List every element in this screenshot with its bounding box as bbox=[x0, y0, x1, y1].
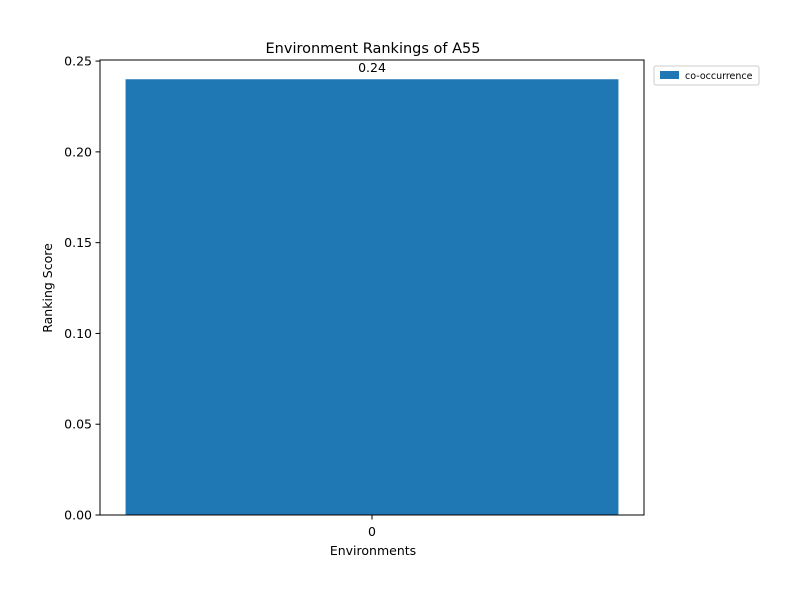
legend-swatch-co-occurrence bbox=[660, 71, 679, 79]
y-tick-label-0: 0.00 bbox=[64, 508, 92, 523]
data-label-0: 0.24 bbox=[358, 60, 386, 75]
bars-layer bbox=[125, 79, 619, 515]
data-labels: 0.24 bbox=[358, 60, 386, 75]
y-tick-label-5: 0.25 bbox=[64, 54, 92, 69]
chart-title: Environment Rankings of A55 bbox=[266, 41, 481, 57]
x-tick-label-0: 0 bbox=[368, 524, 376, 539]
y-tick-label-3: 0.15 bbox=[64, 235, 92, 250]
legend: co-occurrence bbox=[653, 65, 760, 86]
legend-frame bbox=[653, 65, 760, 86]
x-axis-label: Environments bbox=[330, 543, 416, 558]
y-axis-label: Ranking Score bbox=[40, 243, 55, 333]
bar-0 bbox=[125, 79, 619, 515]
y-axis: 0.00 0.05 0.10 0.15 0.20 0.25 bbox=[64, 54, 100, 523]
x-axis: 0 bbox=[368, 515, 376, 539]
y-tick-label-1: 0.05 bbox=[64, 417, 92, 432]
legend-label-co-occurrence: co-occurrence bbox=[685, 71, 753, 82]
y-tick-label-2: 0.10 bbox=[64, 326, 92, 341]
y-tick-label-4: 0.20 bbox=[64, 144, 92, 159]
